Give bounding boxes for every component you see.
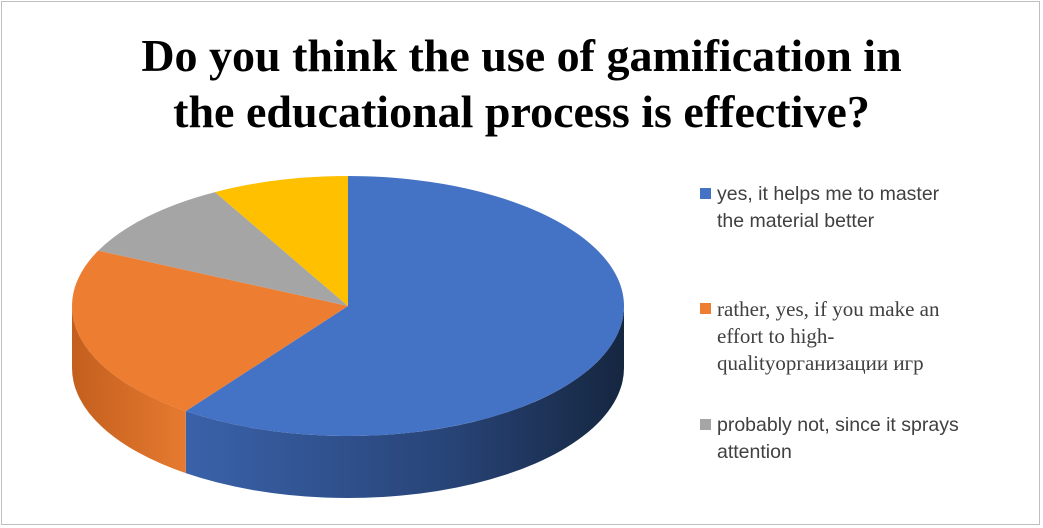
- legend-label-rather-yes-line-2: effort to high-: [717, 324, 835, 348]
- chart-title: Do you think the use of gamification in …: [0, 28, 1043, 140]
- pie-slice-2-rather-yes-if-you-make-a: [71, 250, 348, 412]
- legend-label-probably-not-line-1: probably not, since it sprays: [717, 414, 959, 436]
- legend-swatch-probably-not: [700, 419, 711, 430]
- pie-side-2-0: [71, 306, 186, 474]
- pie-side-1-0: [185, 306, 624, 498]
- chart-title-line-1: Do you think the use of gamification in: [141, 30, 902, 81]
- legend-label-probably-not: probably not, since it sprays attention: [717, 412, 1029, 466]
- legend-label-rather-yes-line-1: rather, yes, if you make an: [717, 297, 940, 321]
- legend-label-probably-not-line-2: attention: [717, 441, 792, 463]
- legend-label-rather-yes-line-3: qualityорганизации игр: [717, 351, 924, 375]
- pie-slice-3-probably-not-since-it-sp: [98, 192, 348, 306]
- legend-label-yes: yes, it helps me to master the material …: [717, 181, 1029, 235]
- legend-swatch-yes: [700, 188, 711, 199]
- pie-slice-1-yes-it-helps-me-to-maste: [185, 176, 624, 436]
- legend-swatch-rather-yes: [700, 303, 711, 314]
- chart-title-line-2: the educational process is effective?: [173, 86, 870, 137]
- legend-label-yes-line-2: the material better: [717, 210, 875, 232]
- legend-label-yes-line-1: yes, it helps me to master: [717, 183, 940, 205]
- pie-slice-4-slice-4: [215, 176, 348, 306]
- legend-label-rather-yes: rather, yes, if you make an effort to hi…: [717, 296, 1029, 377]
